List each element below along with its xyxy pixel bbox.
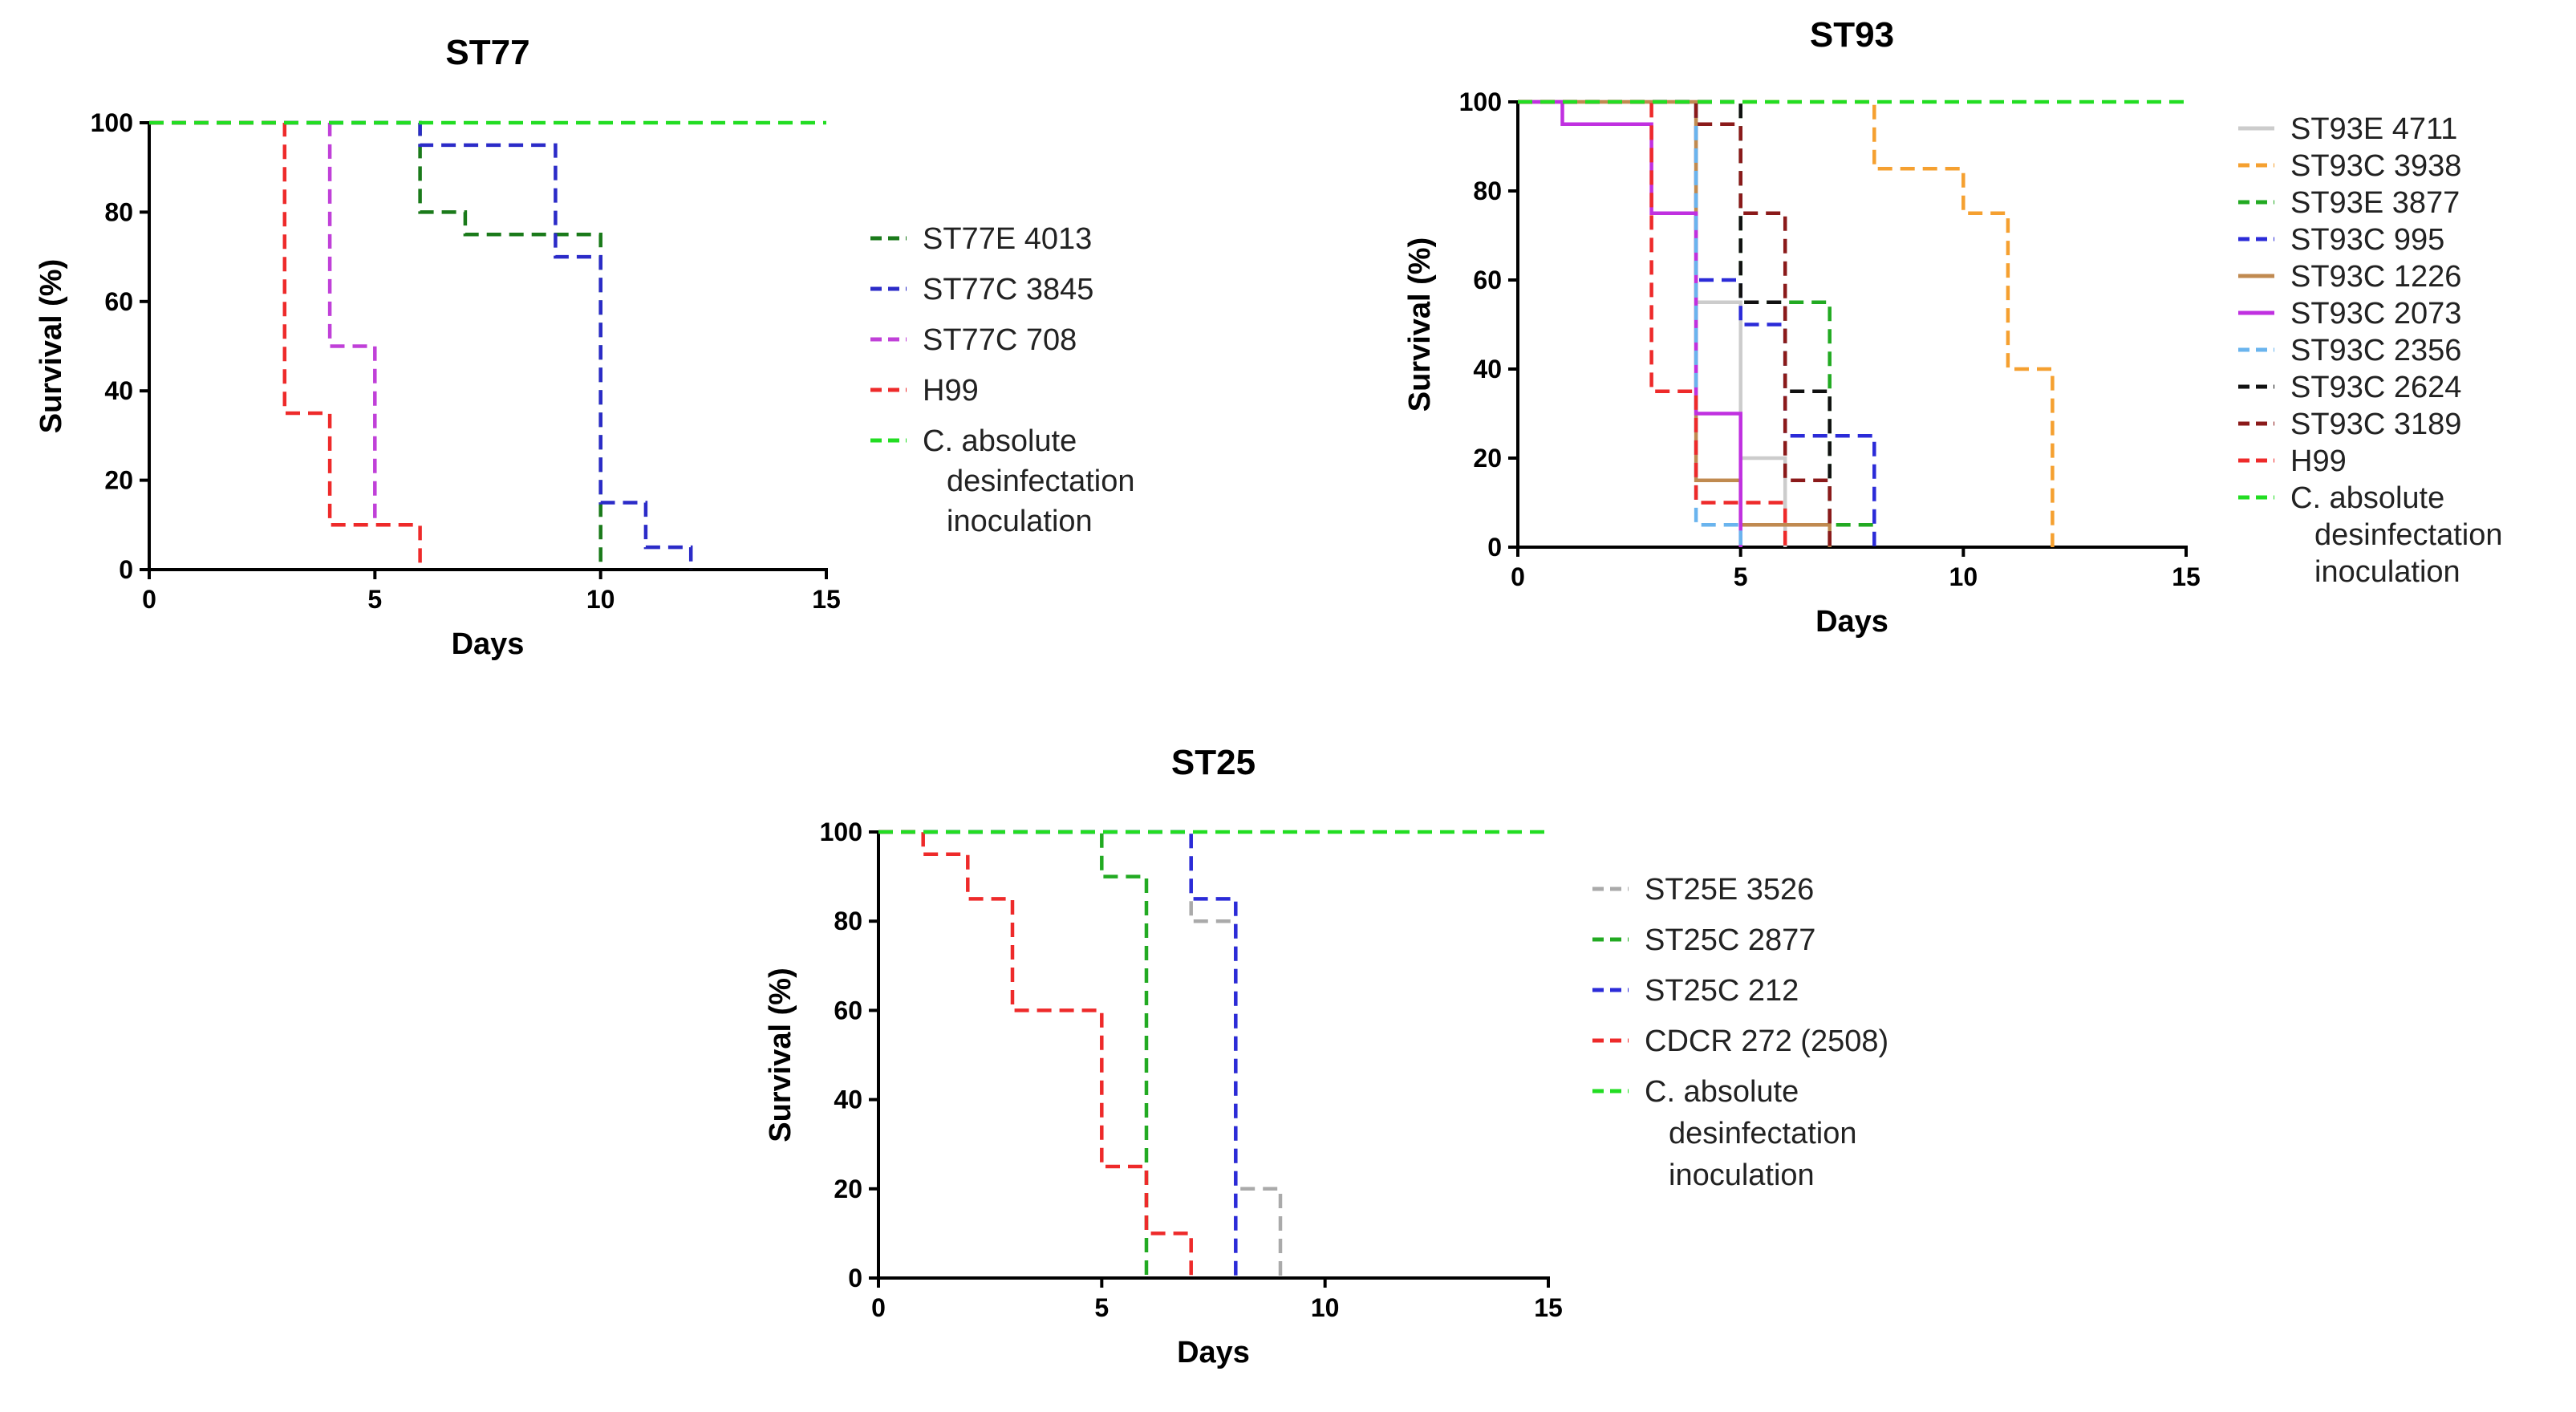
y-tick-label: 40 — [834, 1085, 862, 1114]
legend-label: ST93E 4711 — [2290, 112, 2457, 146]
y-tick-label: 0 — [848, 1264, 862, 1292]
legend-label: ST77C 708 — [923, 323, 1077, 357]
x-tick-label: 0 — [142, 585, 156, 614]
x-tick-label: 10 — [1311, 1293, 1340, 1322]
series-line-0 — [149, 120, 602, 570]
y-axis-label: Survival (%) — [1403, 237, 1437, 412]
series-line-1 — [149, 120, 693, 570]
legend-label: H99 — [2290, 444, 2347, 478]
legend-label: desinfectation — [1669, 1117, 1857, 1150]
series-line-7 — [1518, 99, 1832, 547]
series-line-4 — [1518, 99, 1832, 547]
legend-label: desinfectation — [947, 465, 1135, 498]
legend-label: ST25E 3526 — [1645, 873, 1814, 907]
series-line-3 — [878, 830, 1193, 1278]
chart-st77: ST77 0 20 40 60 80 100 0 5 10 15 Days Survival (%) ST… — [34, 33, 1135, 661]
x-tick-label: 15 — [2172, 562, 2201, 591]
x-tick-label: 5 — [1094, 1293, 1109, 1322]
legend: ST77E 4013 ST77C 3845 ST77C 708 H99 C. absol… — [870, 222, 1135, 538]
x-axis-label: Days — [1177, 1336, 1250, 1369]
x-axis-label: Days — [452, 627, 525, 661]
x-tick-label: 0 — [871, 1293, 886, 1322]
y-tick-label: 80 — [1473, 176, 1502, 205]
legend-label: ST93E 3877 — [2290, 186, 2460, 220]
legend-label: ST93C 2624 — [2290, 371, 2461, 404]
x-axis-label: Days — [1815, 605, 1888, 639]
y-axis-label: Survival (%) — [764, 968, 797, 1142]
legend-label: C. absolute — [2290, 481, 2444, 515]
legend-label: ST77E 4013 — [923, 222, 1092, 256]
legend-label: ST25C 212 — [1645, 974, 1799, 1008]
series-line-2 — [149, 120, 377, 525]
x-tick-label: 5 — [1734, 562, 1748, 591]
legend-label: ST93C 3938 — [2290, 149, 2461, 183]
chart-st25: ST25 0 20 40 60 80 100 0 5 10 15 Days Survival (%) ST… — [764, 743, 1888, 1369]
legend-label: inoculation — [947, 505, 1093, 538]
chart-st93: ST93 0 20 40 60 80 100 0 5 10 15 Days Survival (%) ST… — [1403, 15, 2503, 639]
y-tick-label: 0 — [119, 555, 133, 584]
y-tick-label: 20 — [834, 1175, 862, 1203]
y-tick-label: 80 — [104, 197, 133, 226]
series-line-5 — [1518, 99, 1742, 547]
chart-title: ST25 — [1171, 743, 1256, 782]
legend-label: ST93C 995 — [2290, 223, 2444, 257]
legend-label: ST77C 3845 — [923, 273, 1093, 306]
x-tick-label: 15 — [812, 585, 841, 614]
x-tick-label: 15 — [1534, 1293, 1563, 1322]
y-tick-label: 20 — [1473, 444, 1502, 473]
y-tick-label: 40 — [104, 376, 133, 405]
y-tick-label: 100 — [91, 108, 133, 137]
legend-label: ST25C 2877 — [1645, 923, 1815, 957]
legend-label: ST93C 2356 — [2290, 334, 2461, 367]
series-line-1 — [878, 830, 1149, 1278]
x-tick-label: 5 — [367, 585, 382, 614]
x-tick-label: 0 — [1511, 562, 1525, 591]
chart-title: ST77 — [445, 33, 529, 72]
legend-label: C. absolute — [923, 424, 1077, 458]
x-tick-label: 10 — [1949, 562, 1978, 591]
legend-label: C. absolute — [1645, 1075, 1799, 1109]
series-line-8 — [1518, 99, 1832, 547]
y-tick-label: 100 — [820, 818, 862, 846]
series-line-2 — [878, 830, 1238, 1278]
legend-label: desinfectation — [2314, 518, 2503, 552]
series-line-1 — [1518, 99, 2055, 547]
y-tick-label: 60 — [834, 996, 862, 1025]
series-line-3 — [149, 120, 422, 570]
legend-label: CDCR 272 (2508) — [1645, 1025, 1888, 1058]
legend-label: H99 — [923, 374, 979, 408]
y-tick-label: 0 — [1487, 533, 1502, 562]
y-tick-label: 100 — [1459, 87, 1502, 116]
x-tick-label: 10 — [586, 585, 615, 614]
y-tick-label: 20 — [104, 466, 133, 495]
legend-label: ST93C 1226 — [2290, 260, 2461, 294]
legend: ST25E 3526 ST25C 2877 ST25C 212 CDCR 272 (2… — [1592, 873, 1888, 1192]
y-tick-label: 60 — [104, 287, 133, 316]
y-tick-label: 40 — [1473, 355, 1502, 383]
y-tick-label: 80 — [834, 907, 862, 935]
legend-label: ST93C 2073 — [2290, 297, 2461, 331]
legend-label: inoculation — [2314, 555, 2460, 589]
chart-title: ST93 — [1810, 15, 1894, 55]
y-axis-label: Survival (%) — [34, 259, 68, 434]
legend-label: inoculation — [1669, 1158, 1815, 1192]
y-tick-label: 60 — [1473, 266, 1502, 294]
legend-label: ST93C 3189 — [2290, 408, 2461, 441]
